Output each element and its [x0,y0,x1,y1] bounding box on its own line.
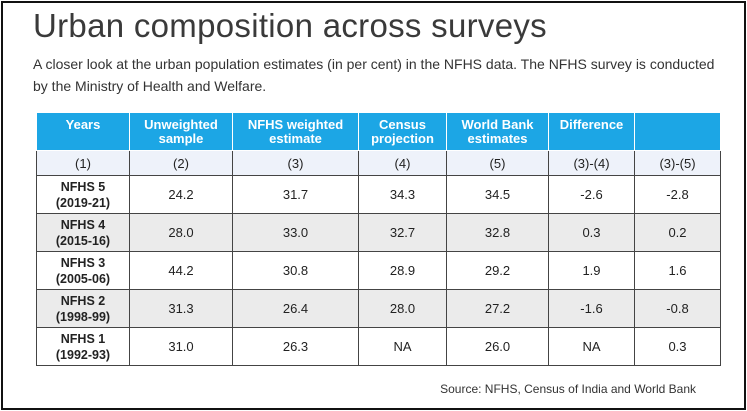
value-cell: 29.2 [446,251,549,290]
year-cell: NFHS 1 (1992-93) [36,327,130,366]
column-number: (3)-(5) [634,150,721,176]
header-cell: Census projection [358,112,447,151]
source-note: Source: NFHS, Census of India and World … [440,382,696,396]
header-cell [634,112,721,151]
year-cell: NFHS 2 (1998-99) [36,289,130,328]
value-cell: NA [548,327,635,366]
header-row: Years Unweighted sample NFHS weighted es… [36,112,721,151]
column-number: (3)-(4) [548,150,635,176]
value-cell: 28.9 [358,251,447,290]
page-title: Urban composition across surveys [33,7,547,44]
value-cell: 34.3 [358,175,447,214]
value-cell: -1.6 [548,289,635,328]
value-cell: 27.2 [446,289,549,328]
column-number: (2) [129,150,233,176]
survey-name: NFHS 1 [60,331,106,346]
header-cell: NFHS weighted estimate [232,112,359,151]
value-cell: 26.3 [232,327,359,366]
survey-name: NFHS 2 [60,293,106,308]
value-cell: 0.3 [548,213,635,252]
value-cell: 1.6 [634,251,721,290]
column-number: (4) [358,150,447,176]
table-row: NFHS 4 (2015-16) 28.0 33.0 32.7 32.8 0.3 0.2 [36,213,721,252]
year-cell: NFHS 5 (2019-21) [36,175,130,214]
column-number: (1) [36,150,130,176]
survey-period: (2005-06) [55,271,111,286]
table-row: NFHS 5 (2019-21) 24.2 31.7 34.3 34.5 -2.6 -2.8 [36,175,721,214]
survey-period: (2019-21) [55,195,111,210]
survey-period: (1992-93) [55,347,111,362]
value-cell: 0.3 [634,327,721,366]
year-cell: NFHS 3 (2005-06) [36,251,130,290]
value-cell: 32.7 [358,213,447,252]
value-cell: 26.0 [446,327,549,366]
column-number: (3) [232,150,359,176]
column-number: (5) [446,150,549,176]
table-row: NFHS 2 (1998-99) 31.3 26.4 28.0 27.2 -1.6 -0.8 [36,289,721,328]
value-cell: 0.2 [634,213,721,252]
table-body: NFHS 5 (2019-21) 24.2 31.7 34.3 34.5 -2.6 -2.8 N… [36,175,721,366]
value-cell: NA [358,327,447,366]
value-cell: 33.0 [232,213,359,252]
data-table: Years Unweighted sample NFHS weighted es… [36,112,721,366]
value-cell: 28.0 [129,213,233,252]
survey-period: (1998-99) [55,309,111,324]
value-cell: 31.0 [129,327,233,366]
header-cell: Unweighted sample [129,112,233,151]
survey-name: NFHS 4 [60,217,106,232]
header-cell: Difference [548,112,635,151]
value-cell: 32.8 [446,213,549,252]
value-cell: 28.0 [358,289,447,328]
table-row: NFHS 3 (2005-06) 44.2 30.8 28.9 29.2 1.9 1.6 [36,251,721,290]
survey-period: (2015-16) [55,233,111,248]
value-cell: -2.8 [634,175,721,214]
survey-name: NFHS 5 [60,179,106,194]
value-cell: 30.8 [232,251,359,290]
value-cell: 44.2 [129,251,233,290]
column-number-row: (1) (2) (3) (4) (5) (3)-(4) (3)-(5) [36,150,721,176]
value-cell: 31.3 [129,289,233,328]
header-cell: World Bank estimates [446,112,549,151]
value-cell: 34.5 [446,175,549,214]
value-cell: -2.6 [548,175,635,214]
survey-name: NFHS 3 [60,255,106,270]
value-cell: 26.4 [232,289,359,328]
table-row: NFHS 1 (1992-93) 31.0 26.3 NA 26.0 NA 0.3 [36,327,721,366]
value-cell: 31.7 [232,175,359,214]
value-cell: -0.8 [634,289,721,328]
year-cell: NFHS 4 (2015-16) [36,213,130,252]
value-cell: 24.2 [129,175,233,214]
header-cell: Years [36,112,130,151]
subtitle: A closer look at the urban population es… [33,56,715,94]
value-cell: 1.9 [548,251,635,290]
